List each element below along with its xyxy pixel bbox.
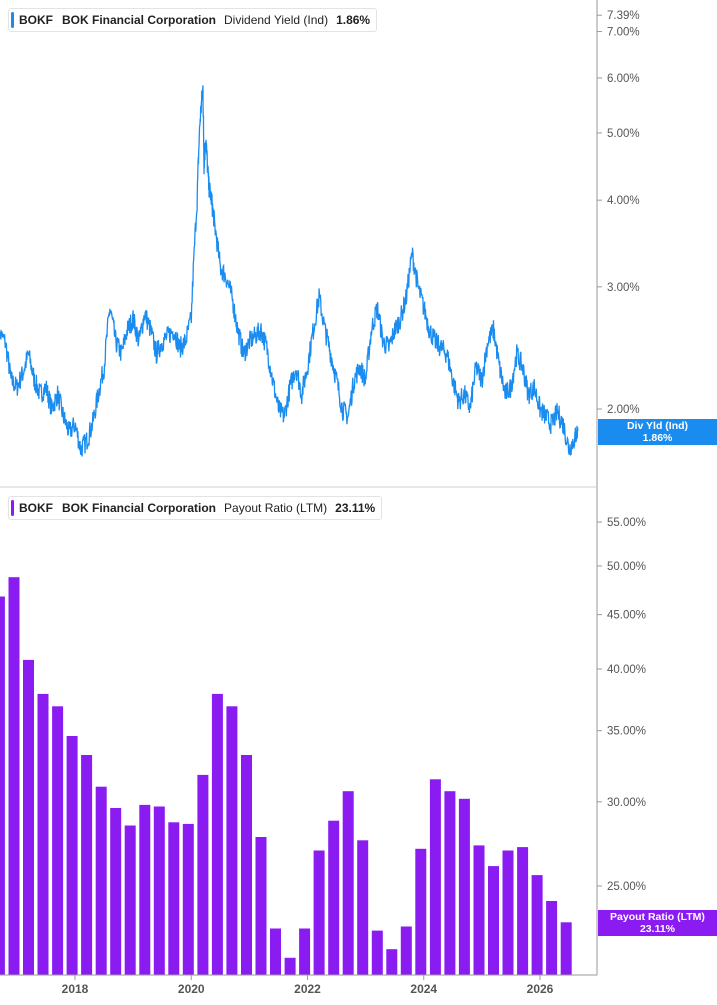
payout-bar xyxy=(560,922,572,975)
payout-legend-value: 23.11% xyxy=(335,501,376,515)
payout-bar xyxy=(168,822,180,975)
yield-tick-label: 4.00% xyxy=(607,195,640,207)
yield-tick-label: 3.00% xyxy=(607,282,640,294)
payout-legend-color xyxy=(11,500,14,516)
payout-bar xyxy=(531,875,543,975)
payout-bar xyxy=(23,659,34,975)
payout-legend-company: BOK Financial Corporation xyxy=(62,501,217,515)
payout-bar xyxy=(458,798,470,975)
payout-legend-metric: Payout Ratio (LTM) xyxy=(224,501,328,515)
payout-bar xyxy=(473,845,485,975)
payout-bar xyxy=(284,957,296,975)
payout-bar xyxy=(386,949,398,975)
yield-legend-metric: Dividend Yield (Ind) xyxy=(224,13,329,27)
payout-bar xyxy=(299,928,311,975)
payout-bar xyxy=(255,837,267,975)
payout-tick-label: 25.00% xyxy=(607,881,646,893)
payout-bar xyxy=(241,755,252,975)
payout-bar xyxy=(546,901,558,975)
payout-legend[interactable]: BOKF BOK Financial Corporation Payout Ra… xyxy=(8,496,383,520)
payout-bar xyxy=(328,820,340,975)
yield-tag-label: Div Yld (Ind) xyxy=(626,419,689,432)
payout-bar xyxy=(226,706,238,975)
yield-legend-value: 1.86% xyxy=(336,13,371,27)
dividend-yield-line xyxy=(0,85,579,457)
payout-last-value-tag: Payout Ratio (LTM) 23.11% xyxy=(598,910,717,937)
payout-tick-label: 40.00% xyxy=(607,664,646,676)
payout-bar xyxy=(371,930,383,975)
payout-bar xyxy=(139,804,151,975)
yield-tick-label: 7.00% xyxy=(607,27,640,39)
yield-tick-label: 7.39% xyxy=(607,10,640,22)
payout-bar xyxy=(66,736,78,975)
payout-bar xyxy=(313,850,325,975)
payout-bar xyxy=(429,779,441,975)
payout-bar xyxy=(95,786,107,975)
time-tick-label: 2024 xyxy=(410,982,437,996)
payout-legend-ticker: BOKF xyxy=(19,501,53,515)
payout-bar xyxy=(124,825,136,975)
payout-bar xyxy=(502,850,514,975)
yield-last-value-tag: Div Yld (Ind) 1.86% xyxy=(598,418,717,445)
yield-tick-label: 2.00% xyxy=(607,404,640,416)
payout-bar xyxy=(110,808,122,975)
payout-bar xyxy=(415,848,427,975)
payout-ratio-bars xyxy=(0,577,572,975)
payout-tag-value: 23.11% xyxy=(639,923,676,936)
payout-bar xyxy=(517,847,529,975)
payout-bar xyxy=(488,866,499,975)
payout-bar xyxy=(444,791,456,975)
payout-tag-label: Payout Ratio (LTM) xyxy=(610,911,705,924)
payout-tick-label: 35.00% xyxy=(607,726,646,738)
yield-tag-value: 1.86% xyxy=(642,431,673,444)
payout-bar xyxy=(197,774,209,975)
payout-bar xyxy=(0,596,5,975)
yield-tick-label: 5.00% xyxy=(607,128,640,140)
time-tick-label: 2018 xyxy=(62,982,89,996)
yield-tick-label: 6.00% xyxy=(607,73,640,85)
time-tick-label: 2022 xyxy=(294,982,321,996)
payout-bar xyxy=(8,577,20,975)
time-tick-label: 2020 xyxy=(178,982,205,996)
payout-bar xyxy=(81,755,93,975)
yield-legend-company: BOK Financial Corporation xyxy=(62,13,217,27)
payout-bar xyxy=(153,806,165,975)
payout-bar xyxy=(37,693,49,975)
yield-legend[interactable]: BOKF BOK Financial Corporation Dividend … xyxy=(8,8,378,32)
payout-bar xyxy=(400,926,412,975)
yield-legend-ticker: BOKF xyxy=(19,13,53,27)
yield-axis-ticks: 7.39% 7.00% 6.00% 5.00% 4.00% 3.00% 2.00% xyxy=(597,10,640,416)
yield-legend-color xyxy=(11,12,14,28)
payout-bar xyxy=(342,791,354,975)
time-tick-label: 2026 xyxy=(527,982,554,996)
payout-axis-ticks: 55.00% 50.00% 45.00% 40.00% 35.00% 30.00% 25.0… xyxy=(597,517,646,893)
time-axis-ticks: 2018 2020 2022 2024 2026 xyxy=(62,975,554,996)
payout-bar xyxy=(182,823,194,975)
payout-tick-label: 45.00% xyxy=(607,610,646,622)
payout-bar xyxy=(211,693,223,975)
payout-bar xyxy=(357,840,369,975)
payout-bar xyxy=(270,928,281,975)
payout-tick-label: 30.00% xyxy=(607,797,646,809)
payout-tick-label: 55.00% xyxy=(607,517,646,529)
payout-bar xyxy=(52,706,64,975)
payout-tick-label: 50.00% xyxy=(607,561,646,573)
